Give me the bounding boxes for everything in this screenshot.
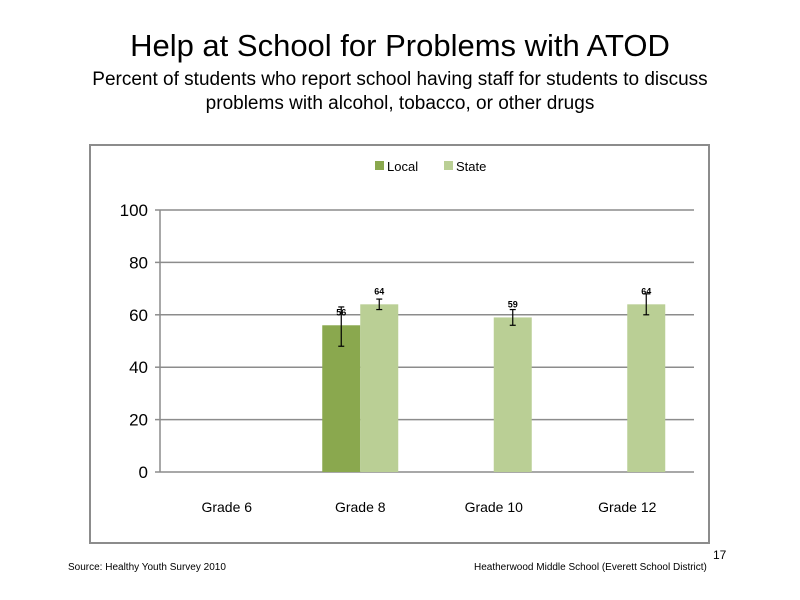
school-note: Heatherwood Middle School (Everett Schoo… [474,562,707,573]
x-tick-label: Grade 6 [201,499,252,515]
bar-local [322,325,361,472]
legend-label-local: Local [387,159,418,174]
bar-state [627,304,666,472]
source-note: Source: Healthy Youth Survey 2010 [68,562,226,573]
legend-label-state: State [456,159,486,174]
y-tick-label: 40 [129,358,148,377]
bar-state [360,304,399,472]
page-number: 17 [713,548,727,562]
y-tick-label: 80 [129,253,148,272]
chart-frame [89,144,710,544]
legend-swatch-state [444,161,453,170]
x-tick-label: Grade 8 [335,499,386,515]
y-tick-label: 0 [139,463,148,482]
chart-title: Help at School for Problems with ATOD [130,28,670,63]
data-label: 64 [374,286,384,296]
chart-subtitle: Percent of students who report school ha… [92,69,708,114]
x-tick-label: Grade 10 [465,499,524,515]
bar-state [493,317,532,472]
x-tick-label: Grade 12 [598,499,657,515]
y-tick-label: 100 [120,201,148,220]
data-label: 64 [641,286,651,296]
y-tick-label: 60 [129,306,148,325]
data-label: 56 [336,307,346,317]
y-tick-label: 20 [129,411,148,430]
data-label: 59 [508,299,518,309]
legend-swatch-local [375,161,384,170]
